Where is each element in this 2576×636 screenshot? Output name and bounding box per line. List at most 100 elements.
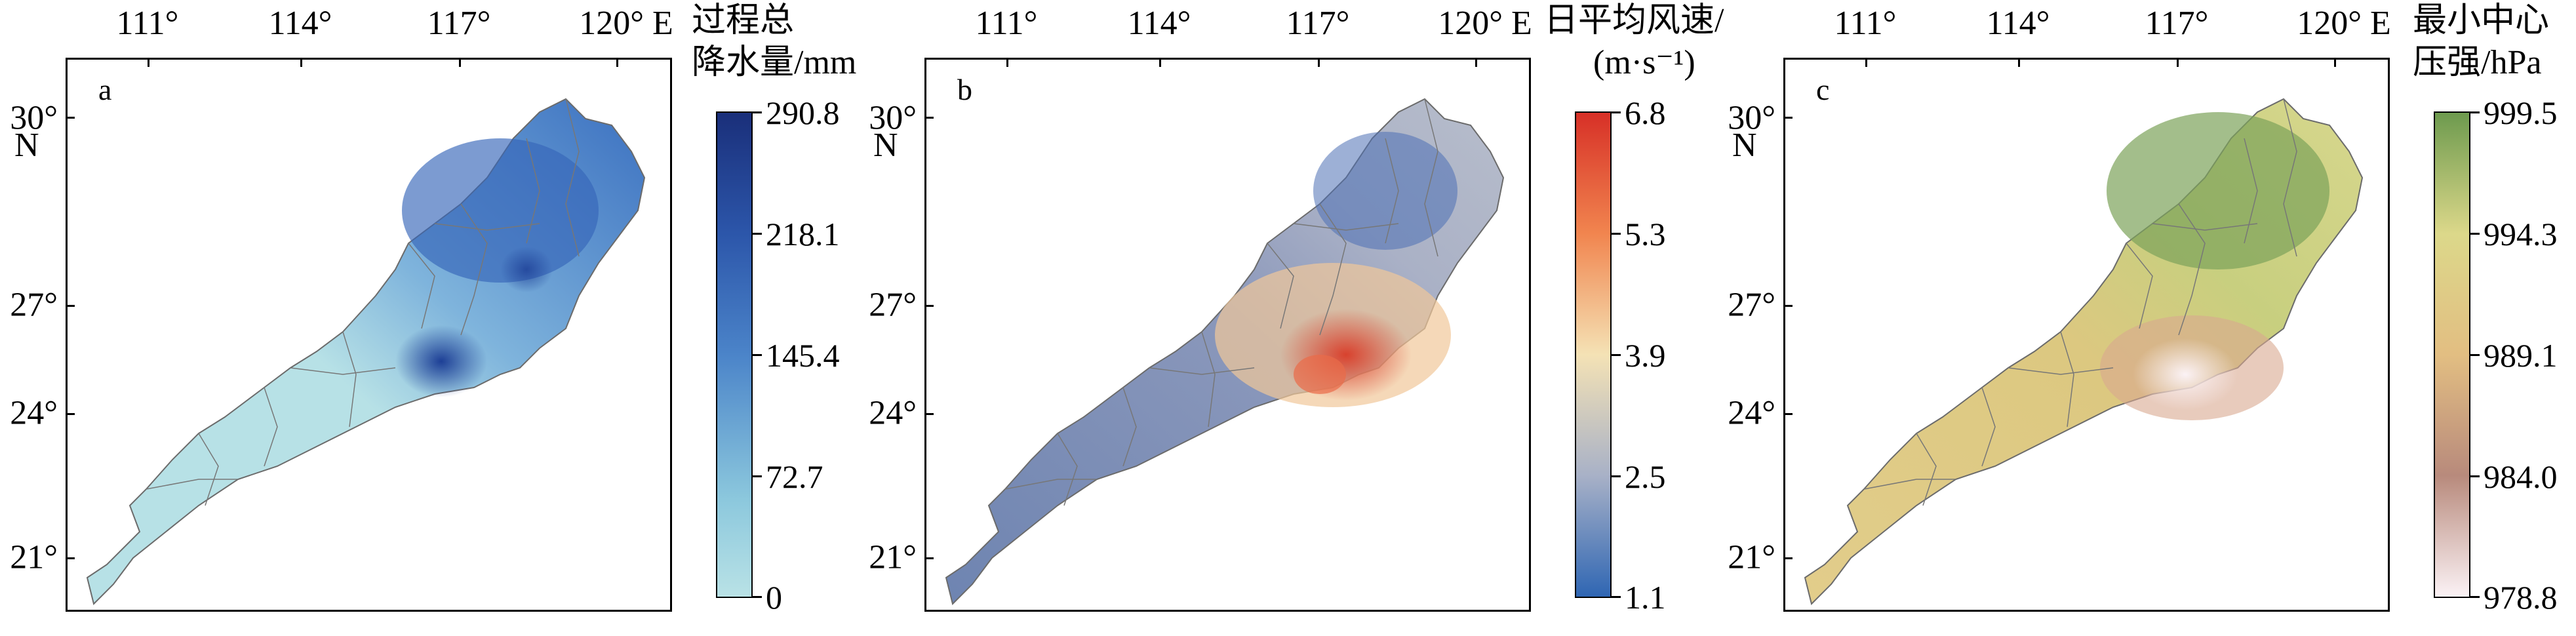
colorbar-label: 1.1 — [1625, 579, 1666, 616]
y-tick-mark — [1783, 413, 1793, 415]
colorbar-label: 145.4 — [766, 337, 840, 374]
colorbar-tick — [2470, 111, 2480, 113]
colorbar-label: 290.8 — [766, 94, 840, 131]
x-tick-label-117: 117° — [1286, 5, 1350, 42]
y-tick-label-24: 24° — [10, 394, 58, 432]
map-frame-a — [66, 58, 672, 612]
y-tick-mark — [924, 413, 934, 415]
y-tick-mark — [66, 557, 75, 559]
colorbar-title-b-line1: 日平均风速/ — [1544, 2, 1724, 39]
colorbar-a — [716, 111, 753, 598]
y-tick-label-24: 24° — [869, 394, 917, 432]
colorbar-tick — [2470, 233, 2480, 235]
colorbar-title-c-line2: 压强/hPa — [2413, 44, 2542, 81]
map-a — [86, 98, 646, 605]
x-tick-mark — [459, 58, 461, 67]
colorbar-title-b-line2: (m·s⁻¹) — [1593, 44, 1695, 81]
x-tick-mark — [2177, 58, 2179, 67]
x-tick-label-120: 120° E — [579, 5, 673, 42]
x-tick-mark — [148, 58, 149, 67]
y-tick-mark — [66, 305, 75, 307]
x-tick-label-120: 120° E — [1438, 5, 1532, 42]
y-tick-mark — [66, 413, 75, 415]
colorbar-tick — [753, 233, 762, 235]
x-tick-mark — [2018, 58, 2020, 67]
north-label: N — [1732, 127, 1757, 164]
y-tick-mark — [924, 117, 934, 119]
x-tick-label-117: 117° — [2145, 5, 2209, 42]
y-tick-label-27: 27° — [1728, 286, 1775, 324]
x-tick-label-117: 117° — [427, 5, 491, 42]
x-tick-label-114: 114° — [1986, 5, 2050, 42]
colorbar-label: 218.1 — [766, 216, 840, 252]
colorbar-tick — [1612, 111, 1621, 113]
colorbar-tick — [753, 354, 762, 356]
colorbar-label: 3.9 — [1625, 337, 1666, 374]
colorbar-title-a-line1: 过程总 — [692, 2, 795, 39]
x-tick-mark — [1006, 58, 1008, 67]
x-tick-mark — [1159, 58, 1161, 67]
colorbar-label: 989.1 — [2484, 337, 2558, 374]
colorbar-tick — [753, 475, 762, 477]
colorbar-title-c-line1: 最小中心 — [2413, 2, 2550, 39]
y-tick-label-30: 30° — [10, 99, 58, 137]
x-tick-label-114: 114° — [1127, 5, 1191, 42]
y-tick-label-21: 21° — [10, 538, 58, 576]
colorbar-label: 999.5 — [2484, 94, 2558, 131]
colorbar-label: 978.8 — [2484, 579, 2558, 616]
y-tick-label-27: 27° — [869, 286, 917, 324]
y-tick-label-21: 21° — [869, 538, 917, 576]
x-tick-label-111: 111° — [116, 5, 179, 42]
panel-b: b 111° 114° 117° 120° E 30° N 27° 24° 21… — [859, 0, 1724, 636]
x-tick-mark — [300, 58, 302, 67]
map-b — [945, 98, 1505, 605]
colorbar-tick — [753, 111, 762, 113]
y-tick-mark — [1783, 117, 1793, 119]
colorbar-tick — [2470, 354, 2480, 356]
colorbar-label: 984.0 — [2484, 458, 2558, 495]
x-tick-mark — [2334, 58, 2336, 67]
north-label: N — [14, 127, 39, 164]
x-tick-label-114: 114° — [268, 5, 332, 42]
x-tick-mark — [1865, 58, 1867, 67]
panel-label-b: b — [957, 73, 972, 106]
y-tick-label-30: 30° — [1728, 99, 1775, 137]
colorbar-tick — [1612, 354, 1621, 356]
map-c — [1804, 98, 2364, 605]
colorbar-tick — [1612, 233, 1621, 235]
y-tick-mark — [66, 117, 75, 119]
y-tick-mark — [1783, 557, 1793, 559]
panel-c: c 111° 114° 117° 120° E 30° N 27° 24° 21… — [1718, 0, 2576, 636]
map-frame-b — [924, 58, 1531, 612]
y-tick-mark — [1783, 305, 1793, 307]
colorbar-label: 2.5 — [1625, 458, 1666, 495]
colorbar-b — [1575, 111, 1612, 598]
colorbar-tick — [2470, 475, 2480, 477]
x-tick-mark — [1475, 58, 1477, 67]
panel-label-c: c — [1816, 73, 1830, 106]
panel-label-a: a — [98, 73, 112, 106]
colorbar-label: 0 — [766, 579, 782, 616]
north-label: N — [873, 127, 898, 164]
y-tick-mark — [924, 557, 934, 559]
colorbar-label: 5.3 — [1625, 216, 1666, 252]
map-frame-c — [1783, 58, 2390, 612]
colorbar-tick — [1612, 596, 1621, 598]
y-tick-label-21: 21° — [1728, 538, 1775, 576]
x-tick-mark — [616, 58, 618, 67]
panel-a: a 111° 114° 117° 120° E 30° N 27° 24° 21… — [0, 0, 859, 636]
colorbar-title-a-line2: 降水量/mm — [692, 44, 857, 81]
y-tick-mark — [924, 305, 934, 307]
colorbar-label: 6.8 — [1625, 94, 1666, 131]
colorbar-tick — [1612, 475, 1621, 477]
y-tick-label-30: 30° — [869, 99, 917, 137]
y-tick-label-24: 24° — [1728, 394, 1775, 432]
colorbar-tick — [2470, 596, 2480, 598]
x-tick-label-120: 120° E — [2297, 5, 2391, 42]
x-tick-mark — [1318, 58, 1320, 67]
colorbar-tick — [753, 596, 762, 598]
colorbar-label: 994.3 — [2484, 216, 2558, 252]
colorbar-c — [2434, 111, 2470, 598]
x-tick-label-111: 111° — [975, 5, 1038, 42]
colorbar-label: 72.7 — [766, 458, 823, 495]
